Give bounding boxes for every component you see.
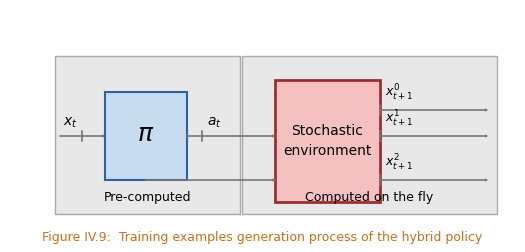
Text: Computed on the fly: Computed on the fly — [306, 191, 434, 204]
Text: $x_{t+1}^{2}$: $x_{t+1}^{2}$ — [385, 153, 414, 173]
Text: $x_{t+1}^{1}$: $x_{t+1}^{1}$ — [385, 109, 414, 129]
Text: $a_t$: $a_t$ — [207, 116, 222, 130]
Text: Figure IV.9:  Training examples generation process of the hybrid policy: Figure IV.9: Training examples generatio… — [43, 231, 482, 244]
Text: Pre-computed: Pre-computed — [104, 191, 191, 204]
Bar — [242, 56, 497, 214]
Bar — [55, 56, 240, 214]
Text: $x_{t+1}^{0}$: $x_{t+1}^{0}$ — [385, 83, 414, 103]
Text: $\pi$: $\pi$ — [138, 122, 155, 146]
Text: Stochastic
environment: Stochastic environment — [284, 124, 372, 158]
Bar — [105, 92, 187, 180]
Text: $x_t$: $x_t$ — [62, 116, 77, 130]
Bar — [275, 80, 380, 202]
